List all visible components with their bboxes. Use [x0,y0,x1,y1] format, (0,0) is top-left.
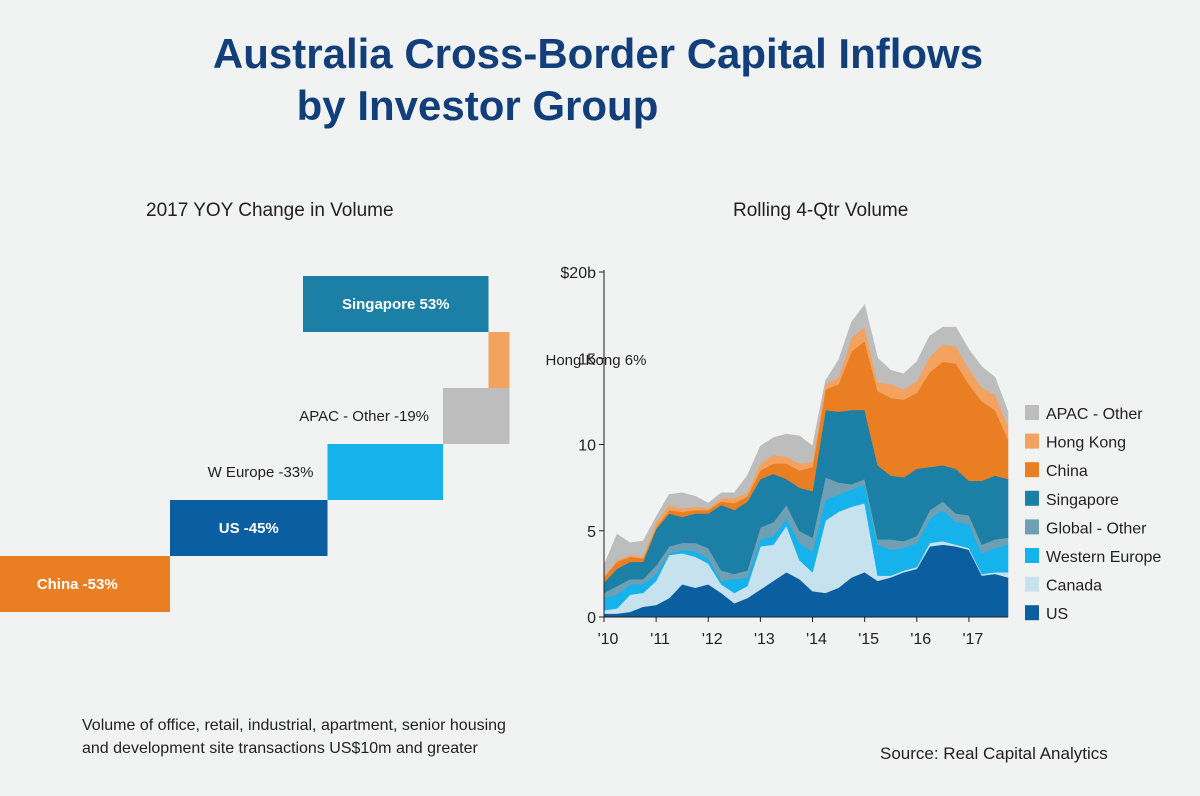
legend-label-china: China [1046,463,1088,480]
bar-label-apac-other: APAC - Other -19% [299,408,429,425]
legend-label-canada: Canada [1046,578,1102,595]
area-series-apac-other [603,304,1009,577]
y-tick-label: 10 [578,438,596,455]
y-tick-label: 15 [578,351,596,368]
bar-label-us: US -45% [219,520,279,537]
legend-swatch-western-europe [1025,548,1039,563]
x-tick-label: '12 [702,631,723,648]
y-tick-label: 5 [587,524,596,541]
main-title-line2: by Investor Group [296,82,659,129]
bar-w-europe [327,444,443,500]
footnote: Volume of office, retail, industrial, ap… [82,714,552,760]
main-title: Australia Cross-Border Capital Inflows b… [0,28,1200,132]
area-chart-title: Rolling 4-Qtr Volume [733,200,909,221]
bar-apac-other [443,388,510,444]
legend-swatch-singapore [1025,490,1039,506]
x-tick-label: '11 [650,631,670,648]
bar-label-w-europe: W Europe -33% [208,464,314,481]
main-title-line1: Australia Cross-Border Capital Inflows [212,30,984,77]
bar-singapore [303,276,489,332]
legend-swatch-global-other [1025,519,1039,535]
legend-swatch-apac-other [1025,405,1039,420]
legend-label-apac-other: APAC - Other [1046,406,1143,423]
legend-label-western-europe: Western Europe [1046,549,1161,566]
x-tick-label: '16 [910,631,931,648]
source-note: Source: Real Capital Analytics [880,744,1108,763]
y-tick-label: $20b [560,265,596,282]
x-tick-label: '15 [858,631,879,648]
yoy-chart-title: 2017 YOY Change in Volume [146,200,394,221]
y-tick-label: 0 [587,610,596,627]
yoy-bar-chart: Singapore 53% Hong Kong 6% APAC - Other -1… [0,276,646,612]
x-tick-label: '17 [962,631,983,648]
bar-us [170,500,328,556]
legend-swatch-canada [1025,576,1039,592]
bar-china [0,556,170,612]
bar-label-china: China -53% [37,576,118,593]
legend-label-global-other: Global - Other [1046,520,1147,537]
footnote-line2: and development site transactions US$10m… [82,740,478,757]
legend-swatch-hong-kong [1025,433,1039,449]
legend-swatch-us [1025,605,1039,621]
bar-hong-kong [488,332,510,388]
legend-label-us: US [1046,606,1068,623]
footnote-line1: Volume of office, retail, industrial, ap… [82,717,506,734]
area-legend: APAC - Other Hong Kong China Singapore Globa… [1025,405,1161,623]
legend-label-hong-kong: Hong Kong [1046,435,1126,452]
bar-label-singapore: Singapore 53% [342,296,450,313]
legend-swatch-china [1025,462,1039,478]
x-tick-label: '10 [598,631,619,648]
legend-label-singapore: Singapore [1046,492,1119,509]
area-chart: 0 5 10 15 $20b '10 '11 '12 '13 '14 '15 '16 '17 [560,265,1009,648]
x-tick-label: '13 [754,631,775,648]
x-tick-label: '14 [806,631,827,648]
bar-label-hong-kong: Hong Kong 6% [546,352,647,369]
